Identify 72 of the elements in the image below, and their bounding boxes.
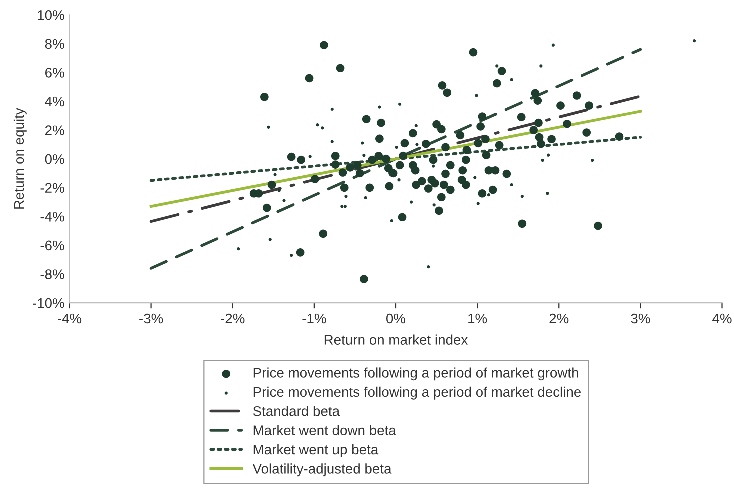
point bbox=[496, 64, 499, 68]
x-tick-label: 2% bbox=[550, 314, 569, 324]
point bbox=[432, 164, 436, 168]
point bbox=[487, 194, 491, 197]
y-tick-label: 8% bbox=[45, 39, 64, 50]
point bbox=[475, 94, 478, 98]
legend-label: Price movements following a period of market decline bbox=[254, 386, 582, 400]
point bbox=[541, 158, 544, 162]
point bbox=[321, 126, 324, 130]
point bbox=[510, 78, 514, 82]
point bbox=[268, 238, 272, 242]
point bbox=[364, 196, 368, 200]
point bbox=[591, 158, 594, 162]
point bbox=[330, 108, 334, 111]
x-tick-label: -3% bbox=[140, 314, 164, 324]
point bbox=[552, 44, 555, 47]
point bbox=[398, 102, 402, 106]
point bbox=[278, 189, 281, 192]
point bbox=[344, 194, 348, 198]
legend-label: Volatility-adjusted beta bbox=[252, 464, 392, 477]
legend-label: Price movements following a period of market growth bbox=[254, 368, 578, 381]
point bbox=[378, 106, 382, 109]
point bbox=[546, 154, 550, 157]
x-axis-title: Return on market index bbox=[324, 334, 468, 345]
point bbox=[398, 178, 401, 182]
legend-label: Market went down beta bbox=[254, 425, 396, 436]
point bbox=[308, 155, 312, 158]
x-tick-label: -4% bbox=[58, 314, 82, 324]
y-tick-label: 4% bbox=[45, 96, 64, 107]
x-tick-label: 0% bbox=[386, 314, 406, 324]
point bbox=[692, 39, 696, 43]
y-tick-label: 10% bbox=[38, 10, 64, 20]
point bbox=[237, 248, 240, 251]
point bbox=[267, 126, 270, 129]
y-tick-label: -2% bbox=[40, 183, 64, 193]
point bbox=[520, 194, 524, 198]
x-tick-label: -2% bbox=[221, 314, 245, 324]
x-tick-label: 4% bbox=[712, 314, 732, 324]
point bbox=[361, 142, 364, 145]
y-tick-label: -6% bbox=[40, 240, 64, 251]
point bbox=[427, 266, 430, 269]
y-tick-label: 0% bbox=[45, 154, 64, 164]
point bbox=[330, 140, 334, 144]
y-tick-label: -4% bbox=[40, 212, 64, 222]
point bbox=[414, 124, 418, 128]
x-tick-label: 3% bbox=[631, 314, 650, 324]
y-tick-label: 2% bbox=[45, 126, 64, 136]
point bbox=[282, 199, 286, 202]
point bbox=[274, 173, 277, 176]
point bbox=[316, 124, 320, 127]
point bbox=[474, 176, 477, 180]
point bbox=[540, 64, 543, 68]
point bbox=[390, 219, 394, 223]
point bbox=[416, 143, 419, 146]
point bbox=[476, 202, 480, 206]
point bbox=[362, 154, 366, 158]
x-tick-label: -1% bbox=[302, 314, 326, 324]
y-tick-label: -10% bbox=[33, 298, 64, 308]
point bbox=[344, 205, 347, 208]
point bbox=[290, 254, 294, 258]
point bbox=[410, 200, 414, 204]
point bbox=[340, 205, 344, 208]
y-tick-label: 6% bbox=[46, 68, 64, 78]
point bbox=[510, 183, 514, 187]
y-axis-title: Return on equity bbox=[14, 108, 27, 209]
legend-label: Standard beta bbox=[253, 406, 340, 416]
x-tick-label: 1% bbox=[468, 314, 488, 324]
y-tick-label: -8% bbox=[40, 270, 64, 280]
point bbox=[546, 192, 550, 196]
legend-label: Market went up beta bbox=[254, 444, 379, 458]
point bbox=[395, 146, 398, 150]
point bbox=[432, 204, 436, 207]
